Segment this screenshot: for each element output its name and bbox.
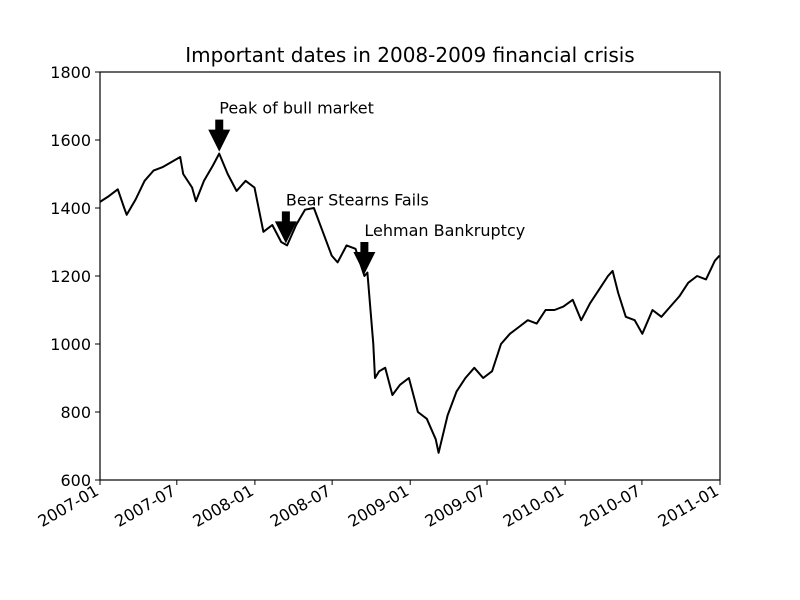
x-tick-label-6: 2010-01: [500, 481, 567, 531]
x-tick-label-2: 2008-01: [189, 481, 256, 531]
annotation-label-2: Lehman Bankruptcy: [364, 221, 525, 240]
annotation-label-1: Bear Stearns Fails: [286, 190, 429, 209]
annotation-arrow-head-0: [208, 129, 231, 152]
y-tick-label-2: 1000: [50, 335, 91, 354]
plot-frame: [99, 71, 721, 481]
annotation-layer: Peak of bull market Bear Stearns Fails Leh…: [208, 99, 525, 274]
annotation-arrow-shaft-1: [281, 211, 290, 223]
y-tick-label-0: 600: [60, 471, 91, 490]
annotation-arrow-head-1: [274, 221, 297, 244]
y-tick-label-4: 1400: [50, 199, 91, 218]
x-tick-label-4: 2009-01: [345, 481, 412, 531]
x-tick-label-5: 2009-07: [422, 481, 489, 531]
series-layer: [99, 152, 721, 454]
y-tick-label-5: 1600: [50, 131, 91, 150]
x-tick-label-1: 2007-07: [111, 481, 178, 531]
x-tick-label-7: 2010-07: [577, 481, 644, 531]
y-tick-label-6: 1800: [50, 63, 91, 82]
y-tick-label-3: 1200: [50, 267, 91, 286]
chart-title: Important dates in 2008-2009 financial c…: [185, 43, 634, 67]
series-line-0: [99, 152, 721, 454]
annotation-arrow-shaft-0: [215, 119, 224, 131]
annotation-label-0: Peak of bull market: [219, 99, 374, 118]
x-tick-label-3: 2008-07: [267, 481, 334, 531]
y-tick-label-1: 800: [60, 403, 91, 422]
annotation-arrow-head-2: [353, 252, 376, 274]
y-axis: 600 800 1000 1200 1400 1600 1800: [50, 63, 100, 490]
x-axis: 2007-01 2007-07 2008-01 2008-07 2009-01 2009-…: [35, 480, 722, 531]
x-tick-label-8: 2011-01: [655, 481, 722, 531]
annotation-arrow-shaft-2: [360, 242, 369, 253]
